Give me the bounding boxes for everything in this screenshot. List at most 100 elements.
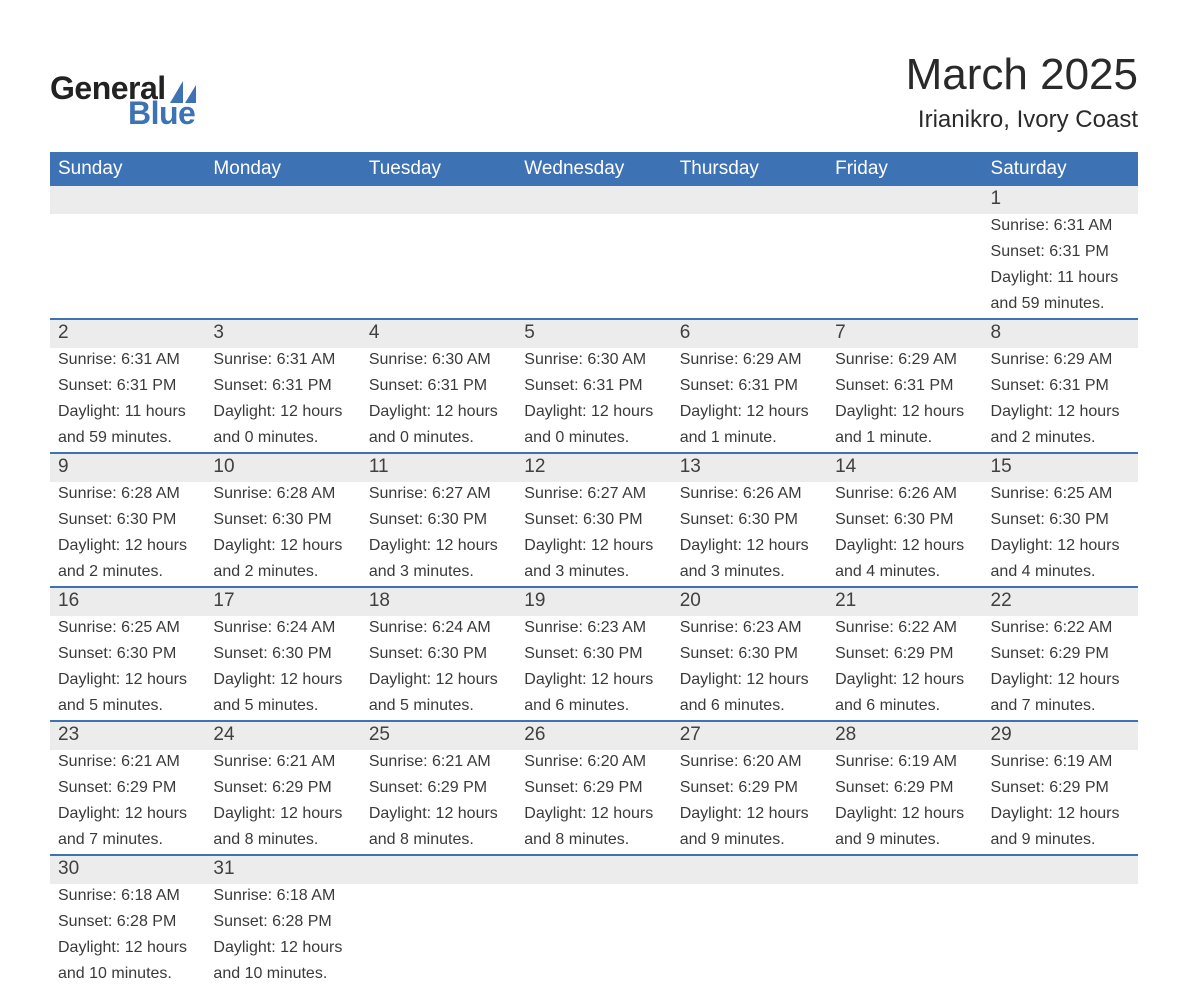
- day-number-cell: [827, 855, 982, 884]
- day1-row: Daylight: 12 hoursDaylight: 12 hours: [50, 936, 1138, 962]
- sunset-cell: Sunset: 6:29 PM: [983, 642, 1138, 668]
- day-number-cell: 5: [516, 319, 671, 348]
- day2-cell: and 1 minute.: [827, 426, 982, 453]
- day-number-cell: 30: [50, 855, 205, 884]
- day1-cell: Daylight: 12 hours: [361, 534, 516, 560]
- day-number-cell: 25: [361, 721, 516, 750]
- sunrise-cell: Sunrise: 6:22 AM: [827, 616, 982, 642]
- sunrise-cell: Sunrise: 6:30 AM: [361, 348, 516, 374]
- sunrise-cell: Sunrise: 6:23 AM: [672, 616, 827, 642]
- weekday-header: Sunday: [50, 152, 205, 186]
- day-number-cell: 6: [672, 319, 827, 348]
- day1-cell: Daylight: 12 hours: [50, 668, 205, 694]
- sunrise-cell: Sunrise: 6:21 AM: [50, 750, 205, 776]
- sunset-cell: Sunset: 6:31 PM: [672, 374, 827, 400]
- day1-row: Daylight: 12 hoursDaylight: 12 hoursDayl…: [50, 534, 1138, 560]
- day-number-cell: 19: [516, 587, 671, 616]
- day1-cell: Daylight: 12 hours: [50, 534, 205, 560]
- calendar-tbody: 1Sunrise: 6:31 AMSunset: 6:31 PMDaylight…: [50, 186, 1138, 988]
- sunrise-cell: Sunrise: 6:31 AM: [50, 348, 205, 374]
- sunset-cell: Sunset: 6:31 PM: [361, 374, 516, 400]
- day2-cell: and 7 minutes.: [50, 828, 205, 855]
- sunset-cell: Sunset: 6:30 PM: [205, 642, 360, 668]
- sunset-cell: Sunset: 6:30 PM: [516, 508, 671, 534]
- sunset-cell: Sunset: 6:29 PM: [50, 776, 205, 802]
- calendar-table: Sunday Monday Tuesday Wednesday Thursday…: [50, 152, 1138, 988]
- day1-row: Daylight: 11 hours: [50, 266, 1138, 292]
- sunrise-cell: [361, 884, 516, 910]
- sunrise-cell: Sunrise: 6:22 AM: [983, 616, 1138, 642]
- sunrise-cell: [205, 214, 360, 240]
- sunset-cell: [983, 910, 1138, 936]
- sunrise-cell: Sunrise: 6:20 AM: [516, 750, 671, 776]
- day1-cell: Daylight: 12 hours: [983, 802, 1138, 828]
- sunset-cell: [672, 910, 827, 936]
- sunrise-row: Sunrise: 6:31 AM: [50, 214, 1138, 240]
- sunrise-cell: [672, 884, 827, 910]
- day1-cell: Daylight: 12 hours: [672, 534, 827, 560]
- sunset-cell: Sunset: 6:30 PM: [361, 642, 516, 668]
- day2-cell: and 6 minutes.: [827, 694, 982, 721]
- sunset-cell: [516, 910, 671, 936]
- sunset-cell: Sunset: 6:31 PM: [983, 240, 1138, 266]
- day1-cell: [361, 266, 516, 292]
- sunset-cell: Sunset: 6:28 PM: [205, 910, 360, 936]
- sunrise-cell: Sunrise: 6:18 AM: [50, 884, 205, 910]
- sunset-cell: Sunset: 6:30 PM: [50, 508, 205, 534]
- calendar-page: General Blue March 2025 Irianikro, Ivory…: [0, 0, 1188, 918]
- day2-cell: and 9 minutes.: [983, 828, 1138, 855]
- sunrise-cell: Sunrise: 6:20 AM: [672, 750, 827, 776]
- day2-row: and 10 minutes.and 10 minutes.: [50, 962, 1138, 988]
- day2-cell: [516, 962, 671, 988]
- sunset-cell: Sunset: 6:29 PM: [983, 776, 1138, 802]
- sunset-cell: Sunset: 6:29 PM: [516, 776, 671, 802]
- day2-cell: [827, 292, 982, 319]
- day-number-cell: 27: [672, 721, 827, 750]
- sunset-row: Sunset: 6:28 PMSunset: 6:28 PM: [50, 910, 1138, 936]
- sunrise-cell: Sunrise: 6:23 AM: [516, 616, 671, 642]
- day2-cell: [50, 292, 205, 319]
- day1-cell: Daylight: 12 hours: [983, 534, 1138, 560]
- sunrise-cell: Sunrise: 6:31 AM: [205, 348, 360, 374]
- day1-cell: [516, 936, 671, 962]
- sunrise-row: Sunrise: 6:28 AMSunrise: 6:28 AMSunrise:…: [50, 482, 1138, 508]
- day-number-cell: 23: [50, 721, 205, 750]
- day-number-cell: 29: [983, 721, 1138, 750]
- day2-cell: and 5 minutes.: [361, 694, 516, 721]
- sunset-cell: Sunset: 6:28 PM: [50, 910, 205, 936]
- day1-cell: [205, 266, 360, 292]
- weekday-header: Tuesday: [361, 152, 516, 186]
- day2-cell: [516, 292, 671, 319]
- day-number-cell: [672, 855, 827, 884]
- day2-cell: [361, 292, 516, 319]
- day1-cell: [983, 936, 1138, 962]
- sunset-cell: Sunset: 6:31 PM: [205, 374, 360, 400]
- day-number-row: 23242526272829: [50, 721, 1138, 750]
- sunrise-cell: [672, 214, 827, 240]
- day1-cell: [827, 936, 982, 962]
- day-number-cell: 4: [361, 319, 516, 348]
- sunrise-row: Sunrise: 6:21 AMSunrise: 6:21 AMSunrise:…: [50, 750, 1138, 776]
- sunrise-cell: Sunrise: 6:28 AM: [205, 482, 360, 508]
- day2-cell: and 59 minutes.: [983, 292, 1138, 319]
- day-number-cell: [361, 855, 516, 884]
- day1-cell: [50, 266, 205, 292]
- sunset-cell: Sunset: 6:29 PM: [827, 776, 982, 802]
- sunset-cell: [205, 240, 360, 266]
- day2-cell: [205, 292, 360, 319]
- sunset-cell: Sunset: 6:29 PM: [361, 776, 516, 802]
- sunrise-cell: Sunrise: 6:28 AM: [50, 482, 205, 508]
- day2-row: and 59 minutes.and 0 minutes.and 0 minut…: [50, 426, 1138, 453]
- day1-cell: Daylight: 12 hours: [205, 400, 360, 426]
- day2-cell: and 6 minutes.: [516, 694, 671, 721]
- day2-cell: and 3 minutes.: [361, 560, 516, 587]
- day1-cell: Daylight: 12 hours: [516, 668, 671, 694]
- weekday-header: Friday: [827, 152, 982, 186]
- day1-cell: Daylight: 12 hours: [205, 802, 360, 828]
- day-number-cell: 11: [361, 453, 516, 482]
- day1-cell: Daylight: 12 hours: [516, 534, 671, 560]
- sunrise-cell: Sunrise: 6:31 AM: [983, 214, 1138, 240]
- day1-row: Daylight: 12 hours Daylight: 12 hours Dayl…: [50, 668, 1138, 694]
- day2-cell: [672, 292, 827, 319]
- day1-cell: Daylight: 12 hours: [827, 668, 982, 694]
